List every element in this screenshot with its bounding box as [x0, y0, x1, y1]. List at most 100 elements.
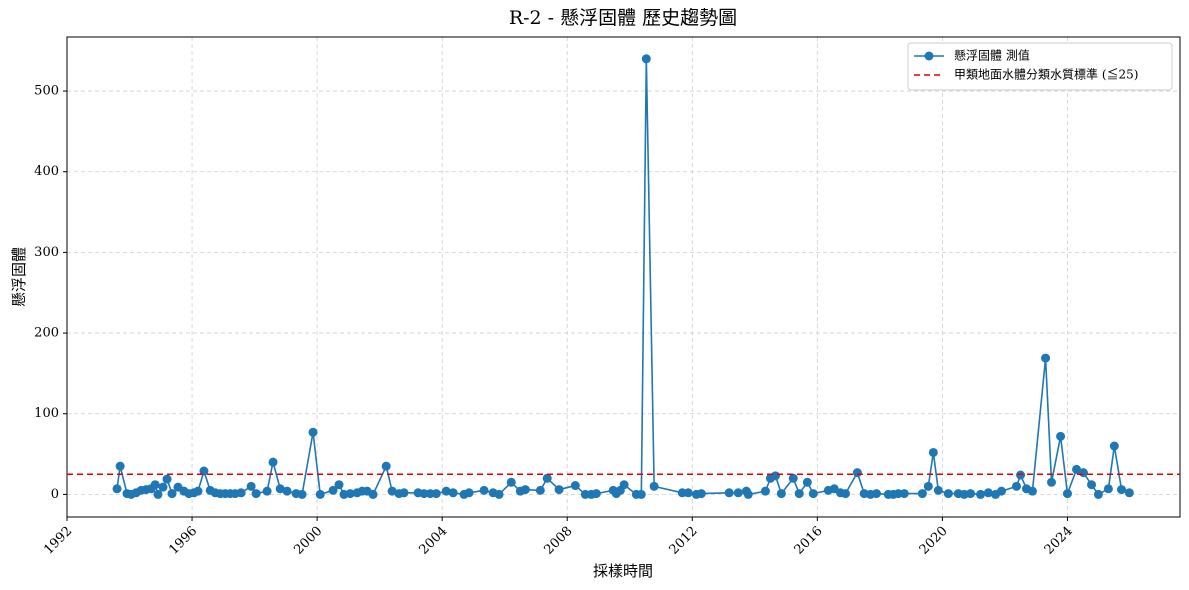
data-point — [1087, 480, 1097, 490]
data-point — [933, 485, 943, 495]
x-tick-label: 2016 — [792, 524, 826, 558]
data-point — [808, 489, 818, 499]
data-point — [1103, 484, 1113, 494]
data-point — [852, 468, 862, 478]
data-point — [696, 489, 706, 499]
data-point — [928, 447, 938, 457]
data-point — [448, 488, 458, 498]
data-point — [1109, 441, 1119, 451]
data-point — [996, 486, 1006, 496]
data-point — [431, 489, 441, 499]
data-point — [724, 488, 734, 498]
data-point — [520, 485, 530, 495]
x-tick-label: 2004 — [416, 524, 450, 558]
data-point — [262, 486, 272, 496]
data-point — [1124, 488, 1134, 498]
data-point — [743, 489, 753, 499]
data-point — [641, 54, 651, 64]
data-point — [246, 481, 256, 491]
data-point — [464, 488, 474, 498]
data-point — [554, 485, 564, 495]
data-point — [1072, 464, 1082, 474]
data-point — [943, 489, 953, 499]
x-tick-label: 2024 — [1042, 524, 1076, 558]
x-tick-label: 2000 — [291, 524, 325, 558]
data-point — [1027, 486, 1037, 496]
data-point — [297, 489, 307, 499]
x-tick-label: 1992 — [41, 524, 75, 558]
data-point — [162, 474, 172, 484]
data-point — [976, 489, 986, 499]
y-tick-label: 200 — [34, 326, 59, 341]
x-axis-label: 採樣時間 — [593, 562, 653, 580]
data-point — [1062, 489, 1072, 499]
data-point — [776, 489, 786, 499]
data-point — [506, 477, 516, 487]
y-axis-label: 懸浮固體 — [10, 247, 28, 307]
y-tick-label: 100 — [34, 406, 59, 421]
x-tick-label: 2012 — [667, 524, 701, 558]
data-point — [1011, 481, 1021, 491]
data-point — [282, 486, 292, 496]
data-point — [479, 485, 489, 495]
data-point — [268, 457, 278, 467]
data-point — [619, 480, 629, 490]
data-point — [419, 489, 429, 499]
data-point — [871, 489, 881, 499]
data-point — [1016, 470, 1026, 480]
data-point — [115, 461, 125, 471]
data-point — [167, 489, 177, 499]
data-point — [733, 488, 743, 498]
data-point — [840, 489, 850, 499]
data-point — [1093, 489, 1103, 499]
data-point — [494, 489, 504, 499]
data-point — [236, 488, 246, 498]
y-tick-label: 0 — [51, 487, 59, 502]
x-tick-label: 1996 — [166, 524, 200, 558]
data-point — [153, 489, 163, 499]
data-point — [275, 484, 285, 494]
data-point — [315, 489, 325, 499]
data-point — [1041, 353, 1051, 363]
data-point — [368, 489, 378, 499]
data-point — [1078, 468, 1088, 478]
data-point — [1117, 485, 1127, 495]
x-tick-label: 2020 — [917, 524, 951, 558]
data-point — [636, 489, 646, 499]
plot-frame — [66, 36, 1181, 518]
data-point — [441, 486, 451, 496]
data-point — [983, 488, 993, 498]
data-line — [116, 58, 1130, 497]
data-point — [770, 471, 780, 481]
data-point — [251, 489, 261, 499]
y-tick-label: 400 — [34, 164, 59, 179]
data-point — [802, 477, 812, 487]
legend-label: 甲類地面水體分類水質標準 (≦25) — [954, 67, 1138, 82]
data-point — [649, 481, 659, 491]
data-point — [193, 486, 203, 496]
data-point — [966, 489, 976, 499]
legend-swatch — [924, 51, 934, 61]
data-point — [683, 488, 693, 498]
legend-box — [907, 42, 1173, 91]
data-point — [199, 466, 209, 476]
chart-title: R-2 - 懸浮固體 歷史趨勢圖 — [509, 7, 737, 29]
data-point — [1056, 431, 1066, 441]
data-point — [591, 489, 601, 499]
data-point — [899, 489, 909, 499]
x-tick-label: 2008 — [542, 524, 576, 558]
data-point — [345, 489, 355, 499]
data-point — [112, 484, 122, 494]
data-point — [387, 486, 397, 496]
y-tick-label: 500 — [34, 84, 59, 99]
data-point — [381, 461, 391, 471]
data-point — [158, 482, 168, 492]
data-point — [760, 486, 770, 496]
data-point — [535, 485, 545, 495]
data-point — [923, 481, 933, 491]
data-point — [794, 489, 804, 499]
data-point — [570, 481, 580, 491]
legend-label: 懸浮固體 測值 — [954, 48, 1030, 63]
data-point — [542, 473, 552, 483]
